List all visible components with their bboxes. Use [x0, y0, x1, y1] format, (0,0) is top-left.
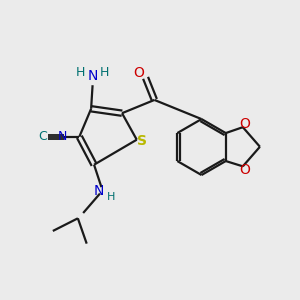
Text: N: N [58, 130, 67, 143]
Text: H: H [100, 66, 109, 80]
Text: C: C [38, 130, 46, 143]
Text: O: O [239, 163, 250, 177]
Text: O: O [134, 66, 145, 80]
Text: H: H [107, 191, 115, 202]
Text: S: S [137, 134, 147, 148]
Text: H: H [76, 66, 86, 80]
Text: O: O [239, 117, 250, 130]
Text: N: N [94, 184, 104, 198]
Text: N: N [87, 69, 98, 83]
